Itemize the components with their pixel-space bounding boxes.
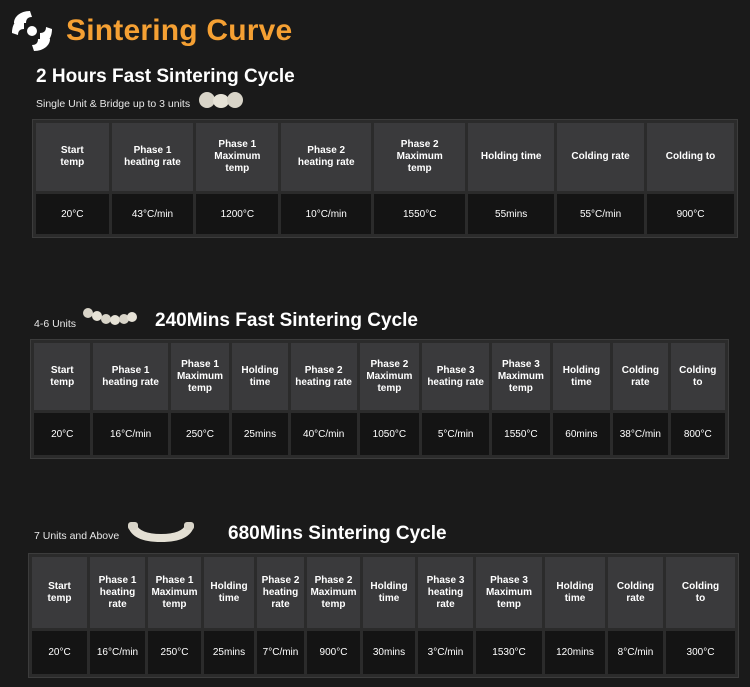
table-cell: 25mins xyxy=(204,631,254,674)
table-cell: 1550°C xyxy=(374,194,466,234)
table-cell: 1050°C xyxy=(359,413,420,455)
table-header: Start temp xyxy=(36,123,109,191)
table-cell: 7°C/min xyxy=(257,631,304,674)
table-cell: 55mins xyxy=(468,194,555,234)
cycle-2-table: Start temp Phase 1 heating rate Phase 1 … xyxy=(30,339,729,459)
brand-logo-icon xyxy=(12,11,52,51)
table-header: Phase 3 Maximum temp xyxy=(492,343,550,410)
table-cell: 900°C xyxy=(307,631,360,674)
table-header: Holding time xyxy=(363,557,415,628)
table-cell: 40°C/min xyxy=(290,413,357,455)
table-header: Colding to xyxy=(666,557,735,628)
table-cell: 1530°C xyxy=(476,631,542,674)
dental-full-arch-icon xyxy=(128,522,194,542)
table-header: Phase 3 heating rate xyxy=(422,343,490,410)
table-header: Phase 2 Maximum temp xyxy=(374,123,466,191)
table-cell: 3°C/min xyxy=(418,631,473,674)
table-cell: 25mins xyxy=(232,413,288,455)
table-cell: 43°C/min xyxy=(111,194,194,234)
table-cell: 900°C xyxy=(647,194,734,234)
table-header: Phase 3 Maximum temp xyxy=(476,557,542,628)
table-cell: 55°C/min xyxy=(557,194,645,234)
cycle-3-title: 680Mins Sintering Cycle xyxy=(228,523,447,544)
table-cell: 20°C xyxy=(34,413,91,455)
page-title: Sintering Curve xyxy=(66,14,293,47)
table-header: Colding rate xyxy=(608,557,663,628)
table-header: Phase 1 Maximum temp xyxy=(196,123,279,191)
table-header: Start temp xyxy=(34,343,91,410)
table-cell: 10°C/min xyxy=(281,194,372,234)
table-header: Phase 2 heating rate xyxy=(290,343,357,410)
cycle-3-table: Start temp Phase 1 heating rate Phase 1 … xyxy=(28,553,739,678)
table-header: Holding time xyxy=(232,343,288,410)
cycle-2-title: 240Mins Fast Sintering Cycle xyxy=(155,310,418,331)
cycle-1-title: 2 Hours Fast Sintering Cycle xyxy=(36,66,295,87)
table-cell: 20°C xyxy=(32,631,87,674)
table-cell: 250°C xyxy=(148,631,201,674)
table-header: Phase 2 Maximum temp xyxy=(359,343,420,410)
table-header: Phase 1 heating rate xyxy=(90,557,145,628)
table-header: Phase 1 heating rate xyxy=(93,343,168,410)
cycle-1-table: Start temp Phase 1 heating rate Phase 1 … xyxy=(32,119,738,238)
table-header: Phase 2 Maximum temp xyxy=(307,557,360,628)
cycle-2-subtitle: 4-6 Units xyxy=(34,318,77,330)
table-cell: 5°C/min xyxy=(422,413,490,455)
table-cell: 120mins xyxy=(545,631,605,674)
table-header: Holding time xyxy=(468,123,555,191)
table-cell: 800°C xyxy=(670,413,725,455)
table-cell: 20°C xyxy=(36,194,109,234)
table-header: Colding rate xyxy=(557,123,645,191)
table-cell: 38°C/min xyxy=(613,413,668,455)
table-header: Phase 1 Maximum temp xyxy=(148,557,201,628)
table-header: Phase 1 Maximum temp xyxy=(170,343,230,410)
table-cell: 250°C xyxy=(170,413,230,455)
table-header: Phase 2 heating rate xyxy=(281,123,372,191)
table-cell: 300°C xyxy=(666,631,735,674)
table-header: Holding time xyxy=(204,557,254,628)
table-cell: 1200°C xyxy=(196,194,279,234)
table-cell: 8°C/min xyxy=(608,631,663,674)
table-header: Colding to xyxy=(670,343,725,410)
table-cell: 60mins xyxy=(552,413,611,455)
table-header: Phase 1 heating rate xyxy=(111,123,194,191)
table-header: Holding time xyxy=(552,343,611,410)
dental-bridge-6-unit-icon xyxy=(83,308,137,325)
table-cell: 30mins xyxy=(363,631,415,674)
dental-bridge-3-unit-icon xyxy=(199,92,243,108)
table-cell: 1550°C xyxy=(492,413,550,455)
table-header: Phase 3 heating rate xyxy=(418,557,473,628)
table-cell: 16°C/min xyxy=(90,631,145,674)
cycle-1-subtitle: Single Unit & Bridge up to 3 units xyxy=(36,98,191,110)
table-header: Phase 2 heating rate xyxy=(257,557,304,628)
table-header: Colding to xyxy=(647,123,734,191)
page-header: Sintering Curve xyxy=(10,8,292,54)
table-header: Holding time xyxy=(545,557,605,628)
table-header: Start temp xyxy=(32,557,87,628)
cycle-3-subtitle: 7 Units and Above xyxy=(34,530,120,542)
table-header: Colding rate xyxy=(613,343,668,410)
table-cell: 16°C/min xyxy=(93,413,168,455)
